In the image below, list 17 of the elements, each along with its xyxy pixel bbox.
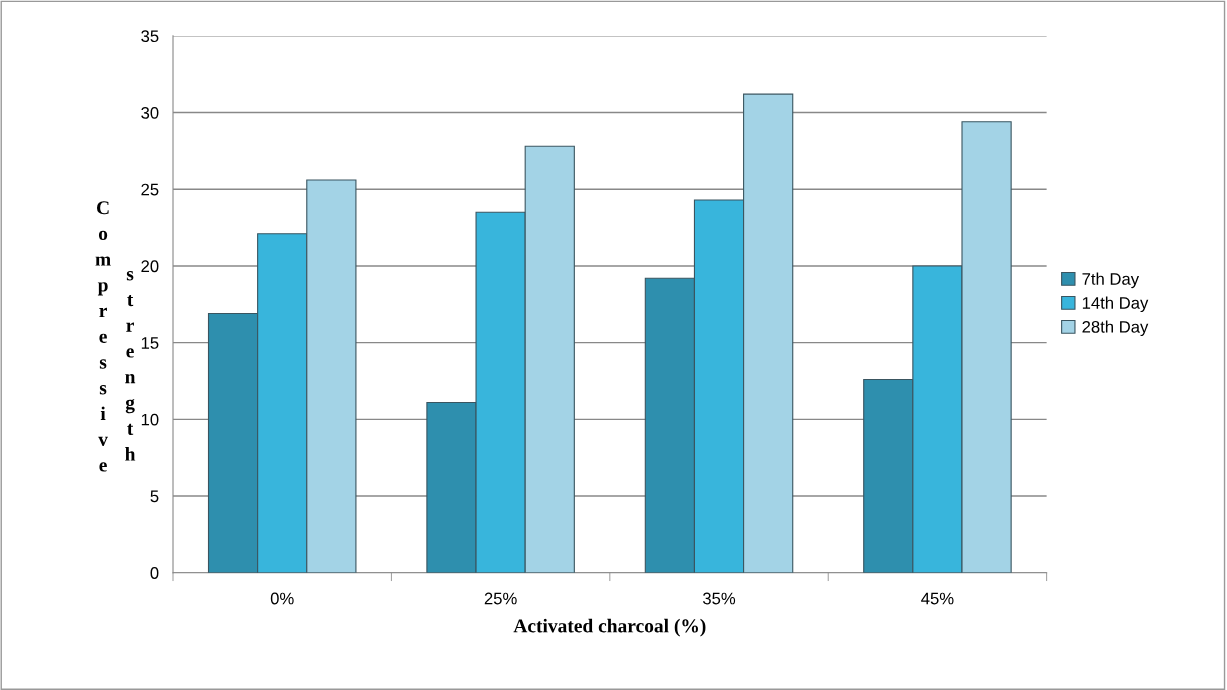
x-tick-label: 45% — [921, 592, 954, 605]
x-tick-label: 35% — [702, 592, 736, 605]
legend-label: 28th Day — [1082, 320, 1149, 337]
y-tick-label: 5 — [150, 490, 159, 503]
x-tick-label: 0% — [270, 592, 294, 605]
legend-label: 7th Day — [1082, 272, 1140, 289]
y-tick-label: 15 — [141, 337, 159, 349]
y-tick-label: 20 — [141, 260, 159, 273]
x-tick-label: 25% — [484, 592, 517, 605]
y-tick-label: 0 — [150, 567, 159, 579]
y-tick-label: 30 — [141, 106, 159, 119]
legend-label: 14th Day — [1082, 296, 1149, 313]
x-axis-title: Activated charcoal (%) — [513, 618, 706, 637]
y-tick-label: 10 — [141, 413, 159, 426]
text: Compressive strength — [95, 201, 136, 472]
y-tick-label: 25 — [141, 183, 159, 196]
y-tick-label: 35 — [141, 30, 159, 43]
